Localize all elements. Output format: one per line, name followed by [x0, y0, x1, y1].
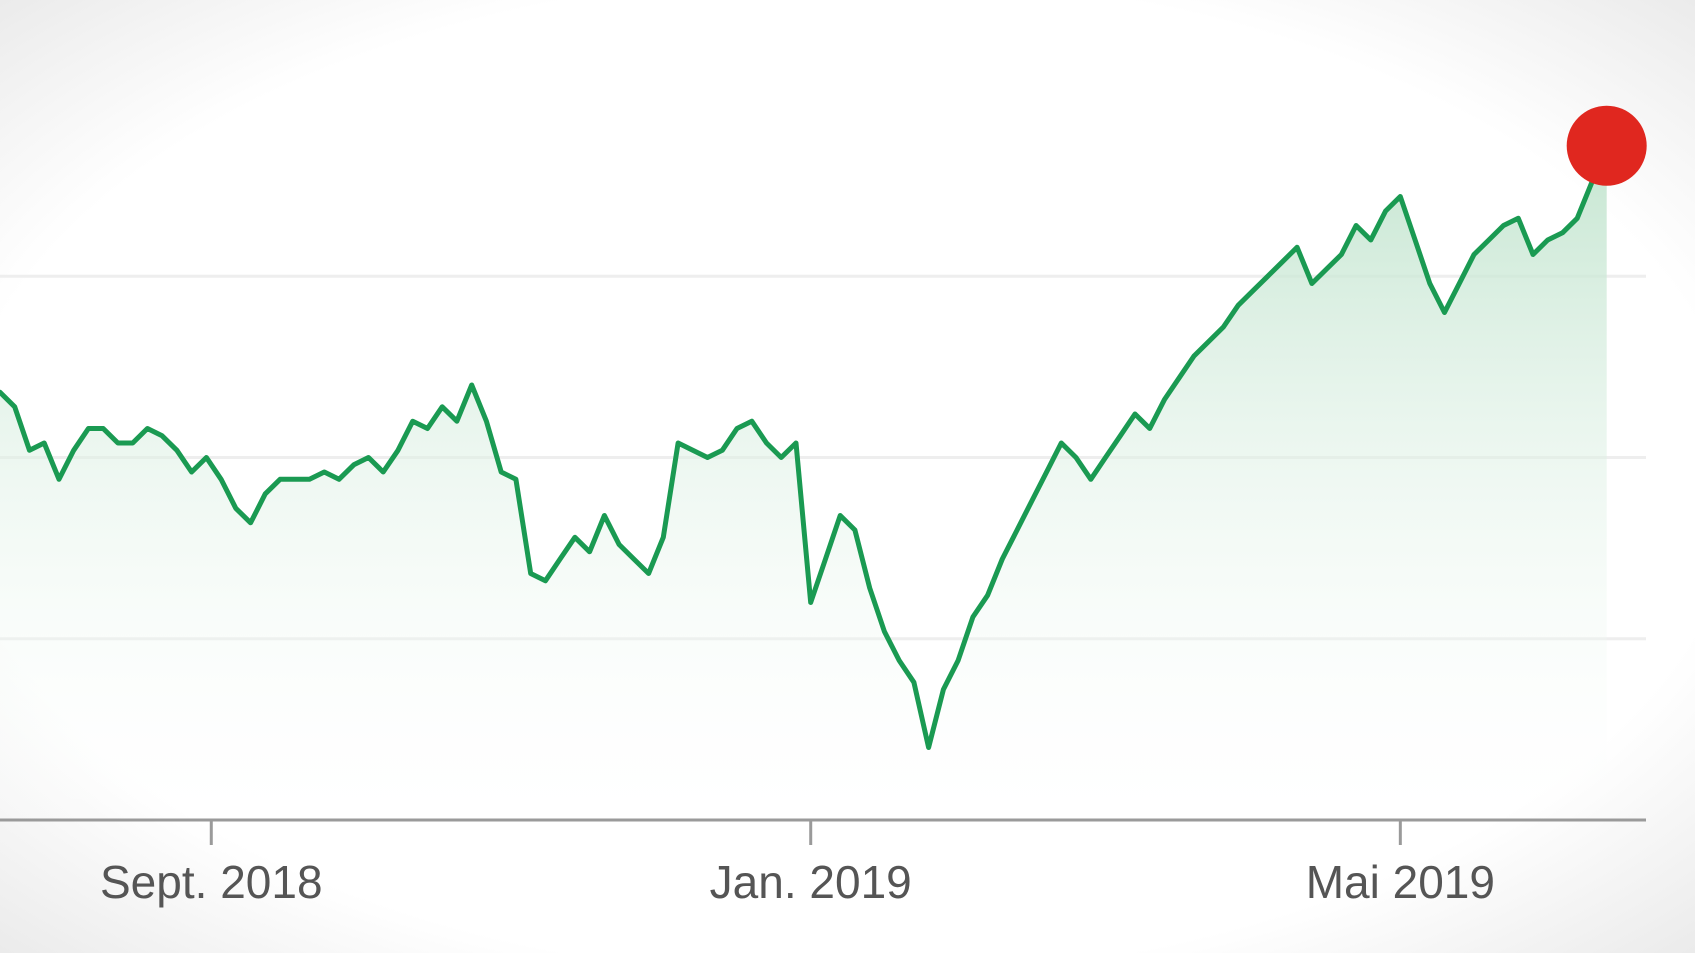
x-tick-label-2: Jan. 2019	[710, 856, 912, 908]
last-point-marker	[1566, 105, 1647, 186]
x-tick-label-1: Sept. 2018	[100, 856, 323, 908]
series-line	[0, 143, 1610, 750]
series-area	[0, 145, 1607, 821]
x-tick-label-3: Mai 2019	[1306, 856, 1495, 908]
x-axis-ticks: Sept. 2018 Jan. 2019 Mai 2019	[100, 820, 1495, 908]
